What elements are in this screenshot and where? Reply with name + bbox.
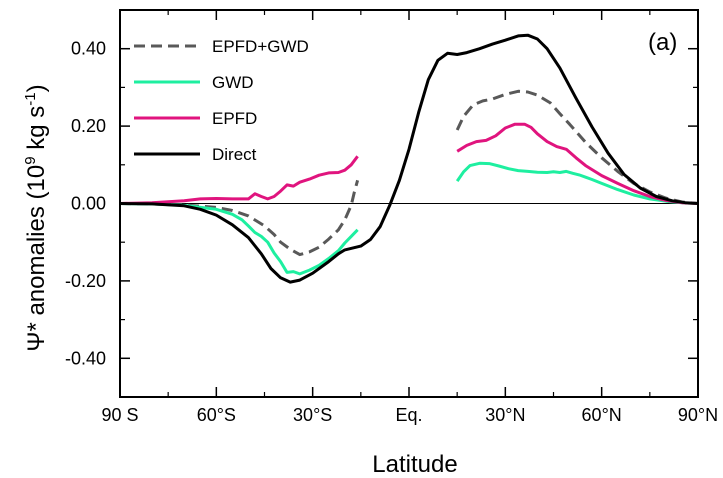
series-line-gwd-segment-2 — [455, 161, 699, 205]
y-tick-label: 0.20 — [71, 116, 106, 136]
legend-label: GWD — [212, 73, 254, 92]
series-line-epfd-segment-2 — [456, 122, 699, 205]
y-tick-label: 0.40 — [71, 39, 106, 59]
series-line-direct-segment-1 — [119, 33, 699, 284]
y-axis-title-exp2: -1 — [22, 92, 39, 105]
y-axis-title-unit: kg s — [23, 106, 50, 157]
y-axis-title: Ψ* anomalies (109 kg s-1) — [22, 84, 50, 351]
x-tick-label: 90°N — [678, 405, 718, 425]
panel-label: (a) — [648, 29, 677, 56]
axis-ticks — [119, 10, 699, 397]
y-tick-label: -0.20 — [65, 271, 106, 291]
legend: EPFD+GWD GWD EPFD Direct — [134, 37, 309, 164]
x-tick-label: 60°S — [197, 405, 236, 425]
legend-label: EPFD — [212, 109, 257, 128]
series-lines — [119, 33, 699, 284]
series-line-gwd-segment-1 — [119, 202, 359, 276]
legend-label: EPFD+GWD — [212, 37, 309, 56]
y-axis-title-close: ) — [23, 84, 50, 92]
y-axis-title-main: Ψ* anomalies (10 — [23, 165, 50, 352]
x-tick-label: 30°N — [485, 405, 525, 425]
x-axis-title: Latitude — [372, 451, 457, 478]
series-line-epfd-gwd-segment-2 — [455, 89, 699, 205]
y-tick-label: 0.00 — [71, 194, 106, 214]
x-tick-label: 60°N — [582, 405, 622, 425]
y-axis-title-exp1: 9 — [22, 156, 39, 164]
y-tick-label: -0.40 — [65, 348, 106, 368]
tick-labels: 0.40 0.20 0.00 -0.20 -0.40 90 S 60°S 30°S Eq. 30°… — [65, 39, 718, 425]
x-tick-label: 90 S — [101, 405, 138, 425]
series-line-epfd-segment-1 — [119, 155, 359, 205]
x-tick-label: Eq. — [395, 405, 422, 425]
legend-label: Direct — [212, 145, 257, 164]
x-tick-label: 30°S — [293, 405, 332, 425]
